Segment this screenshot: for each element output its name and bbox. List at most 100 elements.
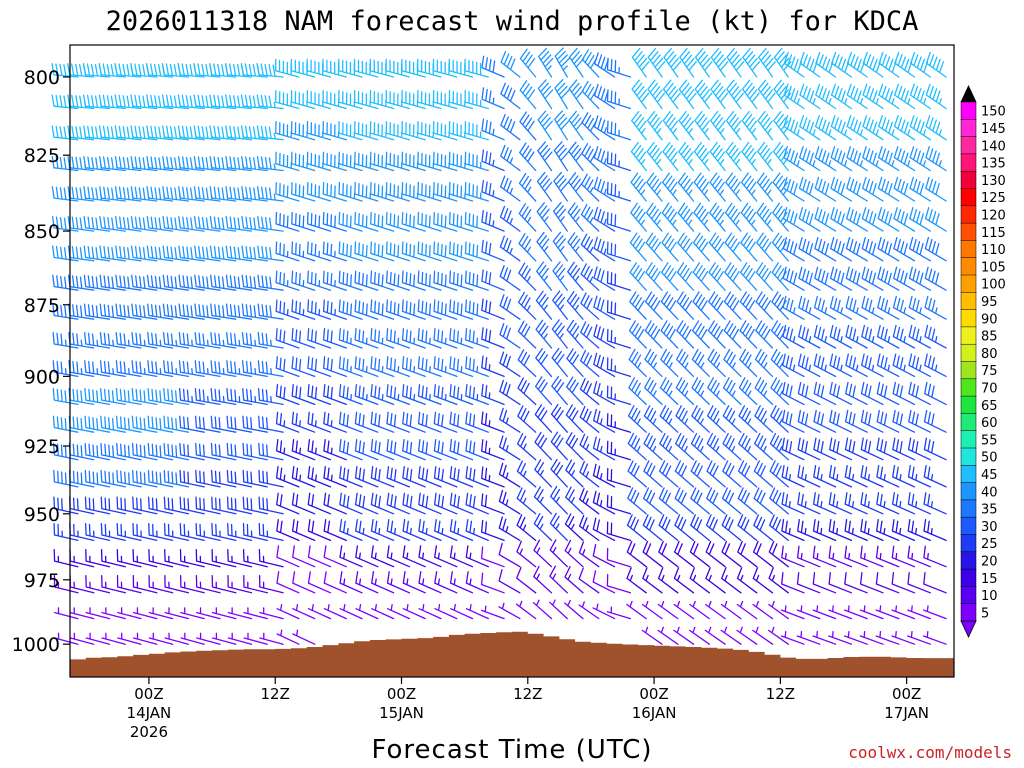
wind-barb: [566, 290, 584, 320]
wind-barb: [768, 600, 789, 620]
wind-barb: [322, 327, 347, 349]
wind-barb: [592, 543, 616, 568]
wind-barb: [843, 630, 868, 645]
wind-barb: [258, 442, 284, 461]
wind-barb: [690, 487, 710, 515]
wind-barb: [67, 94, 95, 110]
wind-barb: [227, 632, 253, 645]
wind-barb: [276, 604, 300, 620]
wind-barb: [630, 141, 647, 172]
colorbar-swatch: [960, 292, 977, 311]
wind-barb: [814, 266, 837, 291]
wind-barb: [115, 274, 142, 291]
wind-barb: [225, 215, 253, 232]
wind-barb: [738, 432, 758, 461]
wind-barb: [401, 327, 426, 349]
wind-barb: [418, 604, 442, 620]
wind-barb: [417, 211, 442, 232]
wind-barb: [736, 626, 758, 645]
wind-barb: [796, 572, 821, 594]
wind-barb: [498, 602, 521, 620]
wind-barb: [725, 110, 742, 141]
wind-barb: [770, 405, 789, 433]
wind-barb: [480, 519, 505, 542]
wind-barb: [893, 146, 916, 172]
wind-barb: [908, 409, 931, 433]
wind-barb: [194, 303, 221, 320]
wind-barb: [226, 332, 253, 349]
colorbar-swatch: [960, 447, 977, 466]
wind-barb: [433, 465, 458, 488]
wind-barb: [755, 291, 774, 320]
wind-barb: [532, 599, 553, 620]
wind-barb: [417, 356, 442, 378]
wind-barb: [875, 545, 900, 568]
wind-barb: [258, 496, 284, 515]
wind-barb: [51, 186, 79, 202]
colorbar-label: 100: [981, 278, 1006, 293]
wind-barb: [417, 411, 442, 433]
wind-barb: [909, 176, 931, 202]
wind-barb: [844, 437, 868, 461]
wind-barb: [100, 496, 126, 515]
wind-barb: [721, 540, 742, 568]
y-tick-label: 825: [24, 145, 60, 167]
wind-barb: [892, 324, 916, 349]
wind-barb: [338, 181, 363, 202]
wind-barb: [627, 460, 647, 488]
colorbar-label: 85: [981, 330, 998, 345]
wind-barb: [537, 79, 554, 110]
wind-barb: [592, 517, 616, 542]
wind-barb: [307, 270, 332, 291]
wind-barb: [769, 460, 789, 488]
wind-barb: [519, 48, 537, 78]
wind-barb: [401, 151, 426, 172]
wind-barb: [306, 58, 332, 78]
wind-barb: [115, 415, 142, 433]
wind-barb: [481, 466, 505, 488]
wind-barb: [564, 539, 584, 568]
x-tick-label: 00Z: [134, 685, 163, 703]
wind-barb: [178, 303, 205, 320]
wind-barb: [642, 540, 663, 568]
wind-barb: [772, 141, 789, 172]
wind-barb: [814, 115, 837, 141]
wind-barb: [704, 626, 726, 645]
wind-barb: [117, 632, 142, 645]
wind-barb: [225, 155, 253, 172]
wind-barb: [99, 303, 126, 320]
wind-barb: [677, 202, 695, 232]
wind-barb: [290, 58, 316, 78]
wind-barb: [481, 439, 505, 461]
colorbar-swatch: [960, 482, 977, 501]
wind-barb: [693, 141, 710, 172]
wind-barb: [592, 436, 616, 461]
wind-barb: [194, 332, 221, 349]
wind-barb: [781, 465, 805, 488]
wind-barb: [876, 465, 900, 488]
x-tick-label: 00Z: [639, 685, 668, 703]
wind-barb: [323, 356, 347, 378]
wind-barb: [275, 181, 300, 202]
wind-barb: [907, 545, 931, 568]
wind-barb: [708, 262, 726, 291]
wind-barb: [433, 356, 458, 378]
wind-barb: [163, 469, 190, 488]
wind-barb: [756, 172, 774, 202]
wind-barb: [178, 388, 205, 406]
wind-barb: [845, 295, 868, 320]
wind-barb: [227, 574, 253, 594]
wind-barb: [799, 115, 821, 141]
wind-barb: [147, 332, 174, 349]
wind-barb: [799, 51, 821, 78]
wind-barb: [275, 211, 300, 232]
wind-barb: [370, 465, 395, 488]
wind-barb: [132, 522, 158, 542]
wind-barb: [148, 574, 174, 594]
wind-barb: [579, 488, 600, 515]
wind-barb: [83, 245, 111, 262]
wind-barb: [258, 522, 284, 542]
wind-barb: [99, 332, 126, 349]
wind-barb: [909, 207, 931, 232]
colorbar-swatch: [960, 534, 977, 553]
